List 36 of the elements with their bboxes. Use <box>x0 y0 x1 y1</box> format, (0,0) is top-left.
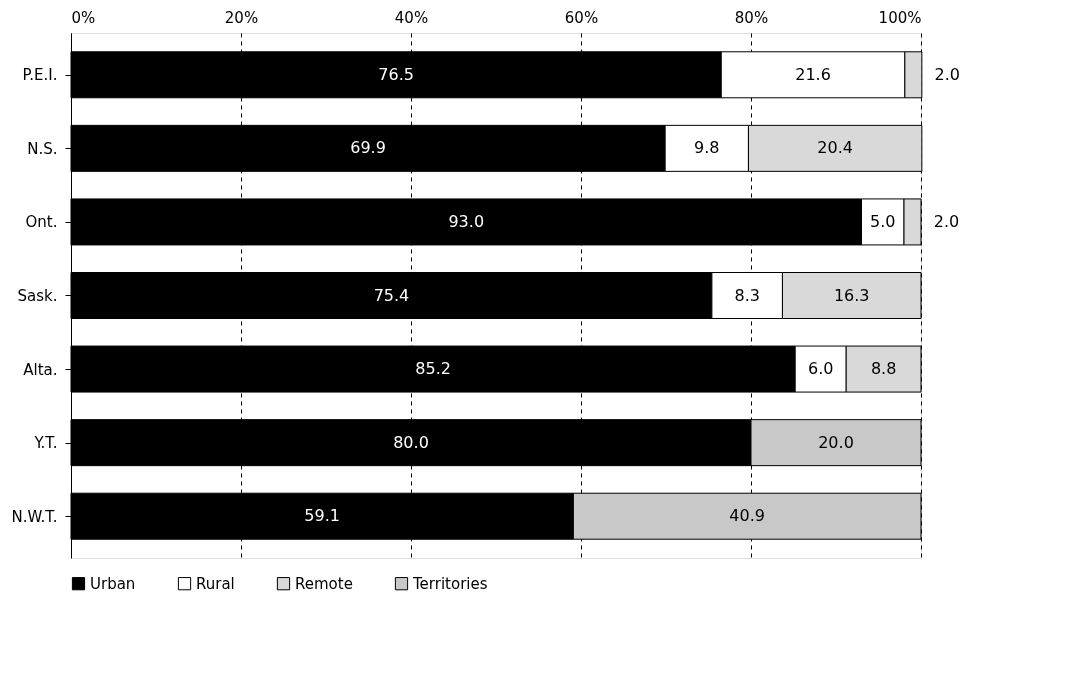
data-label: 2.0 <box>933 211 960 231</box>
legend-label: Urban <box>90 574 136 593</box>
data-label: 8.8 <box>870 359 897 379</box>
data-label: 93.0 <box>448 211 485 231</box>
data-label: 20.0 <box>818 432 854 452</box>
x-tick-label: 80% <box>734 8 769 27</box>
data-label: 16.3 <box>833 285 870 305</box>
data-label: 69.9 <box>350 138 386 158</box>
y-tick-label: N.W.T. <box>11 507 58 526</box>
x-tick-label: 60% <box>564 8 599 27</box>
y-tick-label: P.E.I. <box>22 66 58 85</box>
data-label: 80.0 <box>393 432 429 452</box>
y-tick-label: Alta. <box>23 360 58 379</box>
data-label: 59.1 <box>304 506 340 526</box>
data-label: 5.0 <box>870 211 896 231</box>
data-label: 40.9 <box>729 506 765 526</box>
y-tick-label: Sask. <box>17 287 58 305</box>
y-tick-label: Ont. <box>25 213 58 232</box>
data-label: 9.8 <box>694 138 720 158</box>
data-label: 8.3 <box>734 285 760 305</box>
data-label: 75.4 <box>373 285 410 305</box>
data-label: 21.6 <box>795 64 831 84</box>
legend-label: Rural <box>196 574 235 593</box>
y-tick-label: Y.T. <box>33 434 58 453</box>
data-label: 76.5 <box>378 64 414 84</box>
y-tick-label: N.S. <box>27 139 58 158</box>
data-label: 85.2 <box>415 359 451 379</box>
data-label: 2.0 <box>934 64 961 84</box>
data-label: 20.4 <box>817 138 853 158</box>
legend-label: Territories <box>412 574 488 593</box>
x-tick-label: 40% <box>394 8 429 27</box>
legend-label: Remote <box>295 574 353 593</box>
data-label: 6.0 <box>807 359 834 379</box>
x-tick-label: 20% <box>224 8 259 27</box>
x-tick-label: 0% <box>71 8 96 27</box>
x-tick-label: 100% <box>878 8 922 27</box>
